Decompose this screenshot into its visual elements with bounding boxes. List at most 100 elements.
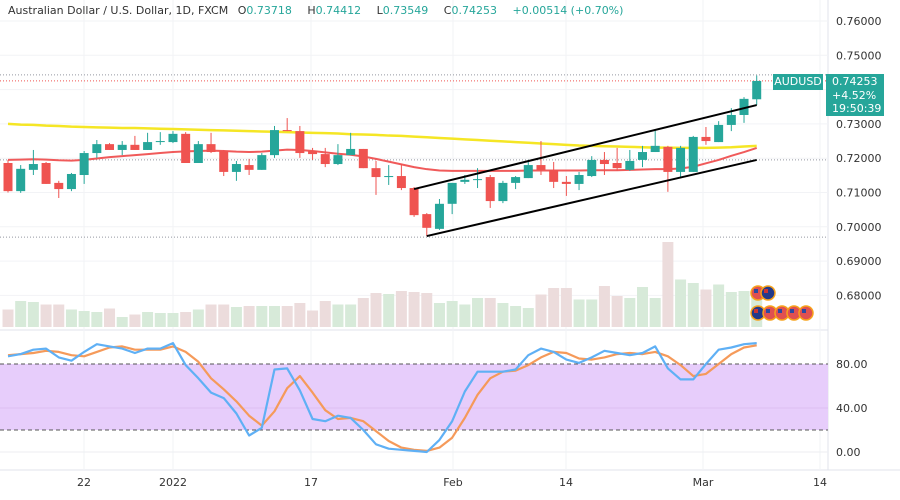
candle (3, 159, 13, 193)
candle-body (536, 165, 546, 170)
symbol-tag: AUDUSD (773, 74, 823, 90)
candle-body (257, 155, 267, 170)
volume-bar (40, 304, 52, 327)
stoch-axis-label: 0.00 (836, 446, 861, 459)
volume-bar (268, 306, 280, 327)
volume-bar (65, 309, 77, 327)
candle-body (105, 144, 115, 150)
candle-body (92, 144, 102, 154)
volume-bars (2, 242, 763, 327)
volume-bar (535, 294, 547, 327)
candle (41, 161, 51, 184)
candle (447, 182, 457, 215)
volume-bar (446, 301, 458, 327)
volume-bar (484, 298, 496, 327)
candle-body (434, 203, 444, 229)
candle-body (130, 144, 140, 150)
volume-bar (725, 292, 737, 327)
candle-body (193, 144, 203, 164)
candle-body (346, 148, 356, 156)
stoch-band (0, 364, 828, 430)
candle (422, 213, 432, 237)
candle (130, 135, 140, 150)
event-markers[interactable] (750, 285, 814, 321)
candle (269, 125, 279, 158)
flag-canton (802, 309, 806, 313)
volume-bar (408, 292, 420, 327)
volume-bar (104, 308, 116, 327)
candle-body (523, 165, 533, 179)
time-axis-label: 17 (304, 476, 318, 489)
volume-bar (510, 306, 522, 327)
price-tag: 0.74253 +4.52% 19:50:39 (826, 74, 884, 116)
candle-body (612, 163, 622, 169)
volume-bar (687, 283, 699, 327)
candle (358, 148, 368, 169)
volume-bar (205, 304, 217, 327)
au-flag-event-icon[interactable] (760, 285, 776, 301)
candle (561, 176, 571, 196)
time-axis-label: 14 (559, 476, 573, 489)
volume-bar (700, 289, 712, 327)
candle-body (269, 130, 279, 156)
stoch-k-line (7, 342, 757, 454)
volume-bar (294, 303, 306, 327)
flag-canton (790, 309, 794, 313)
candle-body (3, 163, 13, 192)
stochastic-pane (0, 342, 828, 454)
volume-bar (180, 312, 192, 327)
candle (650, 130, 660, 153)
candle (523, 159, 533, 179)
price-axis-label: 0.72000 (836, 152, 882, 165)
candles (3, 75, 762, 237)
candle (676, 145, 686, 179)
candle-body (41, 163, 51, 184)
open-value: 0.73718 (246, 4, 292, 17)
volume-bar (256, 306, 268, 327)
volume-bar (421, 293, 433, 327)
trendlines[interactable] (413, 104, 757, 238)
candle-body (79, 153, 89, 176)
channel-upper-trendline[interactable] (413, 104, 757, 191)
volume-bar (675, 279, 687, 327)
volume-bar (472, 298, 484, 327)
candle (384, 165, 394, 185)
us-flag-event-icon[interactable] (774, 305, 790, 321)
candle (308, 147, 318, 160)
candle-body (473, 179, 483, 181)
volume-bar (573, 299, 585, 327)
candle-body (358, 148, 368, 169)
candle (346, 132, 356, 156)
candle-body (726, 114, 736, 125)
candle-body (447, 182, 457, 204)
flag-canton (778, 309, 782, 313)
time-axis-label: Feb (443, 476, 462, 489)
candle (409, 187, 419, 217)
candle (193, 141, 203, 164)
flag-canton (764, 289, 768, 293)
volume-bar (15, 301, 27, 327)
candle (28, 149, 38, 176)
candle (155, 132, 165, 145)
us-flag-event-icon[interactable] (798, 305, 814, 321)
volume-bar (332, 304, 344, 327)
candle (396, 164, 406, 191)
open-label: O (237, 4, 247, 17)
channel-lower-trendline[interactable] (426, 158, 757, 238)
candle-body (282, 130, 292, 132)
candle (473, 168, 483, 189)
price-axis-label: 0.75000 (836, 49, 882, 62)
candle (16, 165, 26, 193)
volume-bar (27, 302, 39, 327)
stoch-axis-label: 40.00 (836, 402, 868, 415)
candle (168, 131, 178, 144)
volume-bar (91, 312, 103, 327)
candle-body (244, 165, 254, 170)
volume-bar (383, 294, 395, 327)
change-value: +0.00514 (+0.70%) (512, 4, 624, 17)
candle (66, 172, 76, 192)
candle-body (574, 175, 584, 184)
candle (181, 132, 191, 164)
candle-body (320, 154, 330, 165)
